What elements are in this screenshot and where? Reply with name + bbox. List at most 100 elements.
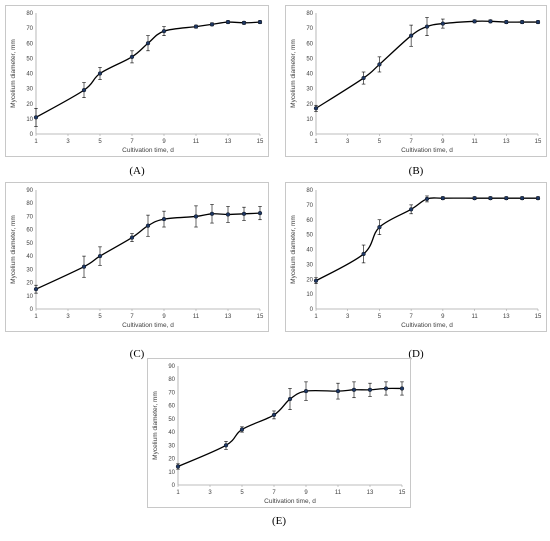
y-tick-label: 30 [306,87,313,93]
x-tick-label: 15 [257,139,264,145]
x-tick-label: 3 [346,139,350,145]
y-tick-label: 30 [26,87,33,93]
y-tick-label: 90 [168,364,175,370]
x-tick-label: 15 [535,139,542,145]
data-point [488,196,493,201]
data-point [241,20,247,25]
data-point [97,71,103,76]
data-point [175,464,181,469]
x-tick-label: 5 [378,314,382,320]
data-point [239,427,245,432]
data-point [193,24,199,29]
data-point [472,19,477,24]
x-tick-label: 5 [240,490,244,496]
y-tick-label: 70 [168,390,175,396]
y-tick-label: 80 [168,377,175,383]
y-tick-label: 20 [26,281,33,287]
data-point [361,251,366,257]
data-point [409,33,414,38]
x-tick-label: 15 [257,314,264,320]
y-tick-label: 40 [306,248,313,254]
data-point [504,196,509,201]
chart-panel: 0 10 20 30 40 50 60 70 80 1 3 5 7 9 11 13 15 Cultivation … [5,5,269,157]
x-axis-title: Cultivation time, d [401,147,453,154]
data-point [361,75,366,81]
y-tick-label: 30 [168,443,175,449]
y-axis-title: Mycelium diameter, mm [290,39,297,108]
y-tick-label: 50 [306,233,313,239]
data-point [472,196,477,201]
data-point [81,264,87,269]
y-axis-title: Mycelium diameter, mm [10,215,17,284]
x-tick-label: 5 [98,314,102,320]
x-tick-label: 15 [399,490,406,496]
x-tick-label: 7 [409,139,413,145]
data-point [81,88,87,93]
data-point [193,214,199,219]
x-tick-label: 9 [304,490,308,496]
x-tick-label: 5 [98,139,102,145]
data-point [377,225,382,230]
y-tick-label: 0 [310,307,314,313]
data-point [409,207,414,212]
x-axis-title: Cultivation time, d [401,322,453,329]
data-point [287,396,293,402]
data-point [129,54,135,59]
data-point [209,211,215,216]
x-tick-label: 11 [193,314,200,320]
y-tick-label: 70 [26,26,33,32]
x-tick-label: 11 [193,139,200,145]
data-point [145,223,151,228]
y-tick-label: 50 [306,56,313,62]
y-tick-label: 50 [26,56,33,62]
x-tick-label: 13 [503,314,510,320]
x-tick-label: 3 [66,139,70,145]
panel-label: (E) [271,515,287,527]
x-tick-label: 1 [314,314,318,320]
x-tick-label: 9 [441,314,445,320]
x-tick-label: 9 [162,314,166,320]
data-point [225,19,231,25]
x-tick-label: 1 [34,139,38,145]
data-point [271,412,277,418]
y-tick-label: 10 [26,117,33,123]
data-point [145,41,151,46]
x-tick-label: 9 [162,139,166,145]
y-tick-label: 0 [30,307,34,313]
x-tick-label: 7 [272,490,276,496]
x-tick-label: 5 [378,139,382,145]
data-point [520,196,525,201]
x-tick-label: 11 [335,490,342,496]
data-point [383,386,389,391]
x-tick-label: 1 [314,139,318,145]
y-tick-label: 30 [306,262,313,268]
y-tick-label: 60 [306,41,313,47]
chart-panel: 0 10 20 30 40 50 60 70 80 90 1 3 5 7 9 11 13 15 Cultivatio… [5,182,269,332]
data-point [535,196,541,201]
y-axis-title: Mycelium diameter, mm [10,39,17,108]
x-tick-label: 7 [130,139,134,145]
y-tick-label: 0 [310,132,314,138]
data-point [303,389,309,394]
x-tick-label: 7 [130,314,134,320]
y-tick-label: 90 [26,188,33,194]
data-point [488,19,493,24]
y-tick-label: 50 [168,417,175,423]
x-tick-label: 13 [225,314,232,320]
panel-label: (A) [129,165,145,177]
data-point [223,443,229,448]
y-tick-label: 70 [306,203,313,209]
y-tick-label: 20 [306,102,313,108]
y-tick-label: 80 [306,188,313,194]
data-point [335,389,341,394]
data-point [257,19,263,25]
data-point [367,387,373,392]
x-tick-label: 3 [66,314,70,320]
data-point [504,19,509,25]
y-tick-label: 80 [26,201,33,207]
data-point [161,29,167,34]
panel-label: (D) [408,348,424,360]
chart-panel: 0 10 20 30 40 50 60 70 80 1 3 5 7 9 11 13 15 Cultivation … [285,182,547,332]
